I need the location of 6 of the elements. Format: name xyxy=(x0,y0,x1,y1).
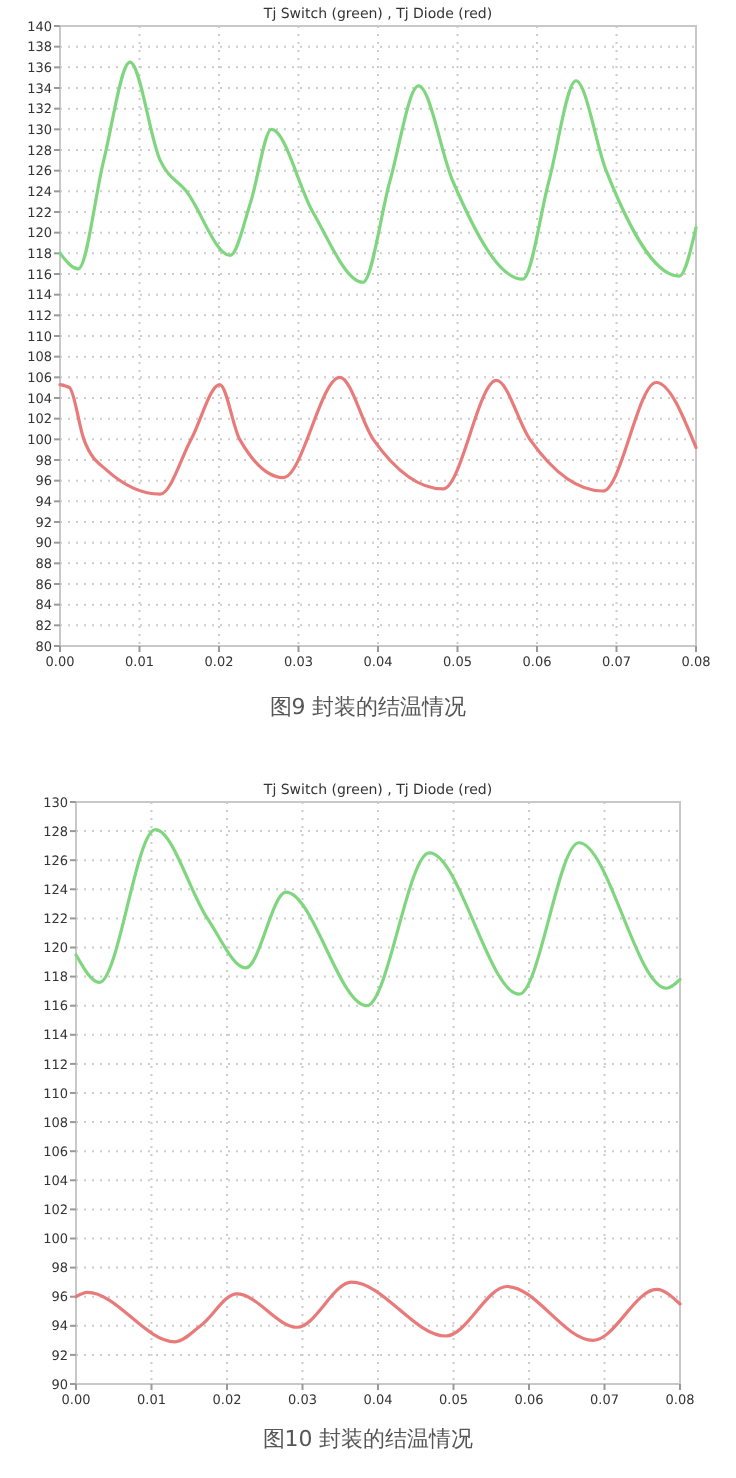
line-series xyxy=(58,375,698,496)
caption: 图9 封装的结温情况 xyxy=(269,694,467,720)
line-series xyxy=(58,60,698,284)
caption: 图10 封装的结温情况 xyxy=(262,1426,474,1452)
line-series xyxy=(74,1280,682,1344)
line-series xyxy=(74,828,682,1008)
